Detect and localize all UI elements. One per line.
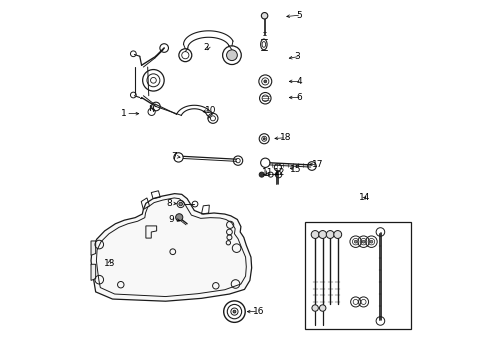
Circle shape [369,240,372,243]
Text: 6: 6 [296,93,302,102]
Polygon shape [91,194,251,301]
Circle shape [226,50,237,60]
Text: 13: 13 [104,259,115,268]
Circle shape [362,240,364,243]
Text: 16: 16 [252,307,264,316]
Circle shape [175,214,183,221]
Text: 5: 5 [295,10,301,19]
Circle shape [318,230,326,238]
Text: 17: 17 [311,161,323,170]
Polygon shape [91,241,96,255]
Text: 2: 2 [203,43,208,52]
Circle shape [353,240,356,243]
Circle shape [319,305,325,311]
Circle shape [259,172,264,177]
Text: 8: 8 [166,199,172,208]
Circle shape [233,310,235,313]
Circle shape [311,305,318,311]
Text: 15: 15 [290,165,301,174]
Text: 7: 7 [171,152,176,161]
Text: 18: 18 [280,133,291,142]
Text: 10: 10 [204,105,216,114]
Circle shape [179,202,182,206]
Text: 14: 14 [359,193,370,202]
Circle shape [310,230,319,238]
Text: 4: 4 [296,77,302,86]
Circle shape [263,138,265,140]
Circle shape [261,13,267,19]
Text: 3: 3 [294,52,300,61]
Circle shape [264,80,266,83]
Polygon shape [91,264,96,280]
Text: 11: 11 [261,168,273,177]
Text: 12: 12 [273,168,285,177]
Circle shape [325,230,333,238]
Text: 9: 9 [168,215,174,224]
Text: 1: 1 [121,109,126,118]
Circle shape [333,230,341,238]
FancyBboxPatch shape [305,222,410,329]
